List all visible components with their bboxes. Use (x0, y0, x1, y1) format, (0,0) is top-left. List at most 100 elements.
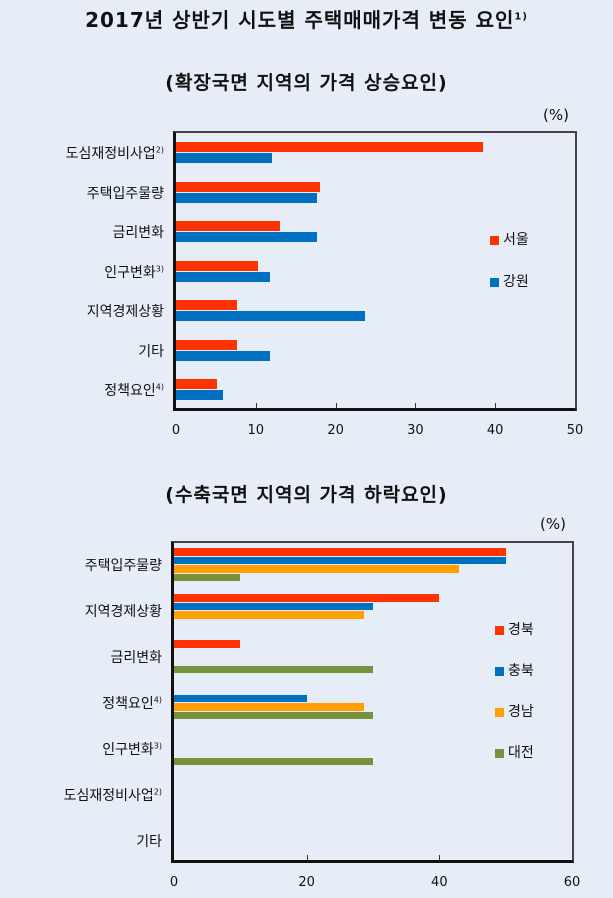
legend-label: 대전 (508, 745, 534, 761)
category-footnote: 2) (155, 145, 164, 155)
category-text: 기타 (138, 343, 164, 360)
bar-강원 (176, 390, 224, 400)
bar-강원 (176, 311, 366, 321)
category-label: 도심재정비사업2) (64, 785, 162, 805)
category-text: 금리변화 (112, 225, 164, 241)
category-text: 인구변화 (102, 742, 154, 758)
bar-서울 (176, 181, 320, 192)
category-label: 주택입주물량 (87, 183, 164, 203)
bar-강원 (176, 153, 272, 163)
bar-대전 (174, 573, 241, 581)
category-label: 인구변화3) (102, 739, 162, 759)
main-title: 2017년 상반기 시도별 주택매매가격 변동 요인1) (0, 4, 613, 33)
legend-swatch (490, 277, 499, 287)
x-tick-mark (439, 855, 441, 860)
category-text: 금리변화 (110, 650, 162, 666)
legend-label: 경북 (508, 622, 534, 638)
category-label: 금리변화 (112, 222, 164, 242)
bar-서울 (176, 379, 218, 389)
legend-item: 대전 (495, 742, 534, 783)
category-text: 인구변화 (104, 264, 156, 281)
bar-대전 (174, 665, 373, 673)
legend-label: 충북 (508, 663, 534, 679)
category-text: 정책요인 (104, 383, 156, 399)
category-label: 지역경제상황 (85, 601, 162, 621)
x-tick-label: 30 (407, 423, 424, 438)
category-label: 정책요인4) (102, 693, 162, 713)
x-tick-label: 10 (247, 423, 265, 438)
x-tick-label: 0 (171, 423, 181, 438)
bar-경북 (174, 594, 440, 602)
bar-경남 (174, 611, 364, 619)
bar-강원 (176, 192, 318, 203)
bar-서울 (176, 260, 259, 271)
category-label: 지역경제상황 (87, 301, 164, 321)
bar-경남 (174, 565, 460, 573)
bar-충북 (174, 602, 373, 610)
bar-경남 (174, 703, 364, 711)
category-text: 주택입주물량 (86, 185, 164, 202)
legend-item: 서울 (490, 229, 529, 271)
legend-label: 서울 (503, 232, 529, 248)
x-tick-mark (495, 403, 497, 408)
category-label: 기타 (138, 341, 164, 361)
legend-swatch (495, 748, 504, 758)
legend-swatch (495, 666, 504, 676)
legend-item: 경남 (495, 701, 534, 742)
bar-강원 (176, 271, 271, 282)
x-tick-mark (415, 403, 417, 408)
category-label: 주택입주물량 (85, 555, 162, 575)
category-footnote: 4) (153, 695, 162, 705)
category-text: 도심재정비사업 (65, 146, 156, 162)
x-tick-label: 60 (563, 875, 581, 890)
bar-서울 (176, 339, 238, 350)
bar-대전 (174, 711, 373, 719)
legend-swatch (495, 707, 504, 717)
category-text: 지역경제상황 (86, 304, 164, 320)
chart2-unit: (%) (540, 515, 566, 533)
chart2-title: (수축국면 지역의 가격 하락요인) (165, 484, 448, 506)
category-text: 기타 (136, 834, 162, 850)
plot-area (173, 131, 577, 411)
x-tick-label: 50 (566, 423, 584, 438)
bar-서울 (176, 221, 280, 231)
bar-충북 (174, 694, 307, 702)
category-label: 기타 (136, 831, 162, 851)
bar-강원 (176, 232, 318, 242)
legend-label: 강원 (503, 274, 529, 290)
bar-서울 (176, 300, 238, 310)
bar-강원 (176, 350, 271, 361)
x-tick-label: 40 (431, 875, 448, 890)
bar-충북 (174, 556, 506, 564)
x-tick-label: 20 (327, 423, 344, 438)
legend-label: 경남 (508, 704, 534, 720)
legend-swatch (490, 235, 499, 245)
category-text: 지역경제상황 (84, 604, 162, 620)
chart1-unit: (%) (543, 106, 569, 124)
title-text: 2017년 상반기 시도별 주택매매가격 변동 요인 (85, 8, 515, 32)
chart1-title: (확장국면 지역의 가격 상승요인) (165, 72, 448, 94)
x-tick-mark (306, 855, 308, 860)
category-label: 금리변화 (110, 647, 162, 667)
category-footnote: 2) (153, 787, 162, 797)
x-tick-mark (255, 403, 257, 408)
category-footnote: 3) (155, 263, 164, 273)
bar-서울 (176, 142, 484, 152)
x-tick-label: 40 (486, 423, 504, 438)
category-footnote: 3) (153, 741, 162, 751)
category-label: 인구변화3) (104, 262, 164, 282)
x-tick-label: 20 (298, 875, 315, 890)
category-text: 정책요인 (102, 696, 154, 712)
legend-swatch (495, 625, 504, 635)
legend-item: 강원 (490, 271, 529, 313)
bar-경북 (174, 548, 506, 556)
legend-item: 경북 (495, 619, 534, 660)
category-label: 정책요인4) (104, 380, 164, 400)
legend-item: 충북 (495, 660, 534, 701)
bar-경북 (174, 640, 241, 648)
title-footnote: 1) (514, 11, 528, 23)
category-text: 도심재정비사업 (63, 788, 154, 804)
category-footnote: 4) (155, 382, 164, 392)
